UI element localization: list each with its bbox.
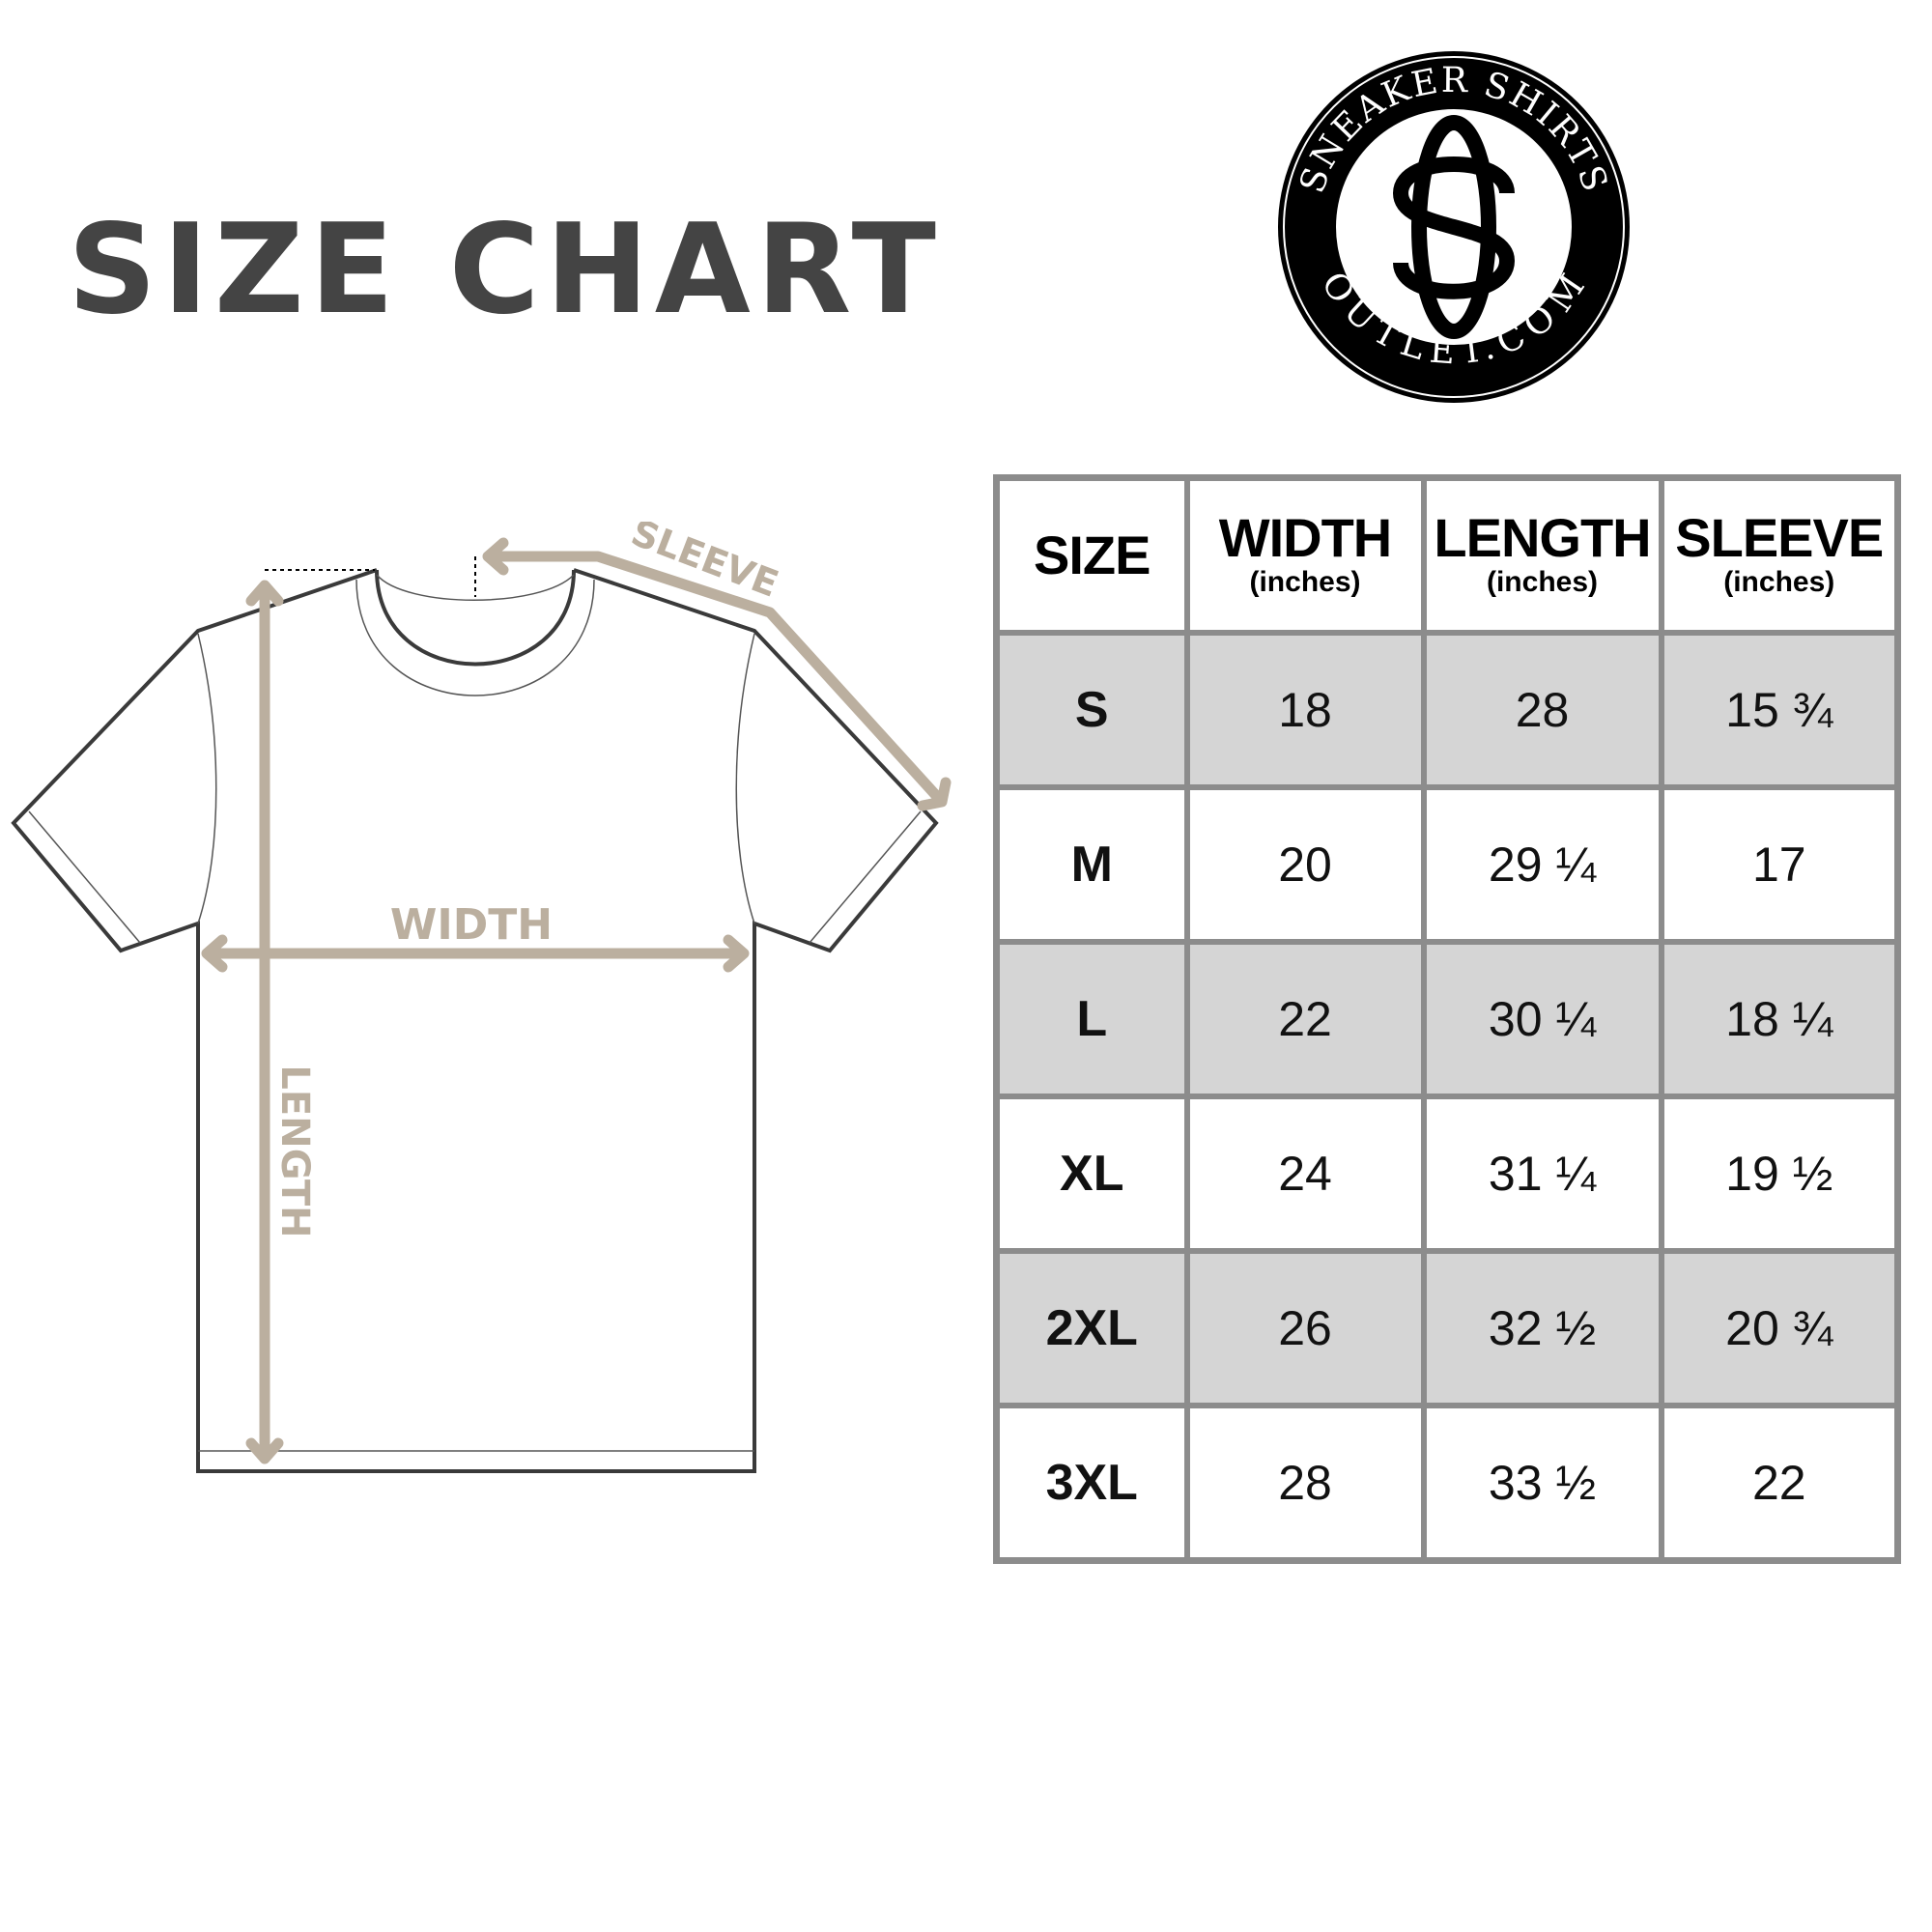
cell-sleeve: 15 ¾ <box>1658 630 1901 790</box>
table-row: 2XL 26 32 ½ 20 ¾ <box>993 1248 1901 1408</box>
length-label: LENGTH <box>272 1065 317 1237</box>
cell-length: 29 ¼ <box>1420 784 1664 945</box>
cell-width: 20 <box>1183 784 1427 945</box>
sleeve-arrow <box>482 537 952 811</box>
cell-sleeve: 22 <box>1658 1403 1901 1564</box>
header-sleeve: SLEEVE (inches) <box>1658 474 1901 636</box>
cell-width: 18 <box>1183 630 1427 790</box>
cell-size: XL <box>993 1094 1190 1254</box>
table-header-row: SIZE WIDTH (inches) LENGTH (inches) SLEEVE… <box>993 474 1901 636</box>
cell-length: 32 ½ <box>1420 1248 1664 1408</box>
cell-size: 2XL <box>993 1248 1190 1408</box>
table-row: S 18 28 15 ¾ <box>993 630 1901 790</box>
cell-length: 31 ¼ <box>1420 1094 1664 1254</box>
cell-size: S <box>993 630 1190 790</box>
cell-sleeve: 19 ½ <box>1658 1094 1901 1254</box>
cell-width: 22 <box>1183 939 1427 1099</box>
cell-size: L <box>993 939 1190 1099</box>
monogram-icon <box>1392 115 1516 339</box>
cell-width: 26 <box>1183 1248 1427 1408</box>
table-row: XL 24 31 ¼ 19 ½ <box>993 1094 1901 1254</box>
width-label: WIDTH <box>390 900 553 950</box>
cell-length: 33 ½ <box>1420 1403 1664 1564</box>
header-length: LENGTH (inches) <box>1420 474 1664 636</box>
cell-size: 3XL <box>993 1403 1190 1564</box>
width-arrow <box>201 934 750 973</box>
cell-sleeve: 20 ¾ <box>1658 1248 1901 1408</box>
cell-sleeve: 18 ¼ <box>1658 939 1901 1099</box>
cell-width: 24 <box>1183 1094 1427 1254</box>
size-table: SIZE WIDTH (inches) LENGTH (inches) SLEEVE… <box>993 474 1901 1564</box>
table-row: 3XL 28 33 ½ 22 <box>993 1403 1901 1564</box>
brand-logo: SNEAKER SHIRTS OUTLET.COM <box>1278 51 1630 403</box>
cell-sleeve: 17 <box>1658 784 1901 945</box>
header-size: SIZE <box>993 474 1190 636</box>
table-row: M 20 29 ¼ 17 <box>993 784 1901 945</box>
table-row: L 22 30 ¼ 18 ¼ <box>993 939 1901 1099</box>
cell-length: 30 ¼ <box>1420 939 1664 1099</box>
length-arrow <box>245 580 284 1464</box>
cell-size: M <box>993 784 1190 945</box>
tshirt-diagram: WIDTH LENGTH SLEEVE <box>11 522 952 1473</box>
header-width: WIDTH (inches) <box>1183 474 1427 636</box>
measure-arrows <box>201 537 952 1464</box>
page-title: SIZE CHART <box>68 198 942 342</box>
cell-width: 28 <box>1183 1403 1427 1564</box>
cell-length: 28 <box>1420 630 1664 790</box>
shirt-outline <box>11 568 939 1473</box>
